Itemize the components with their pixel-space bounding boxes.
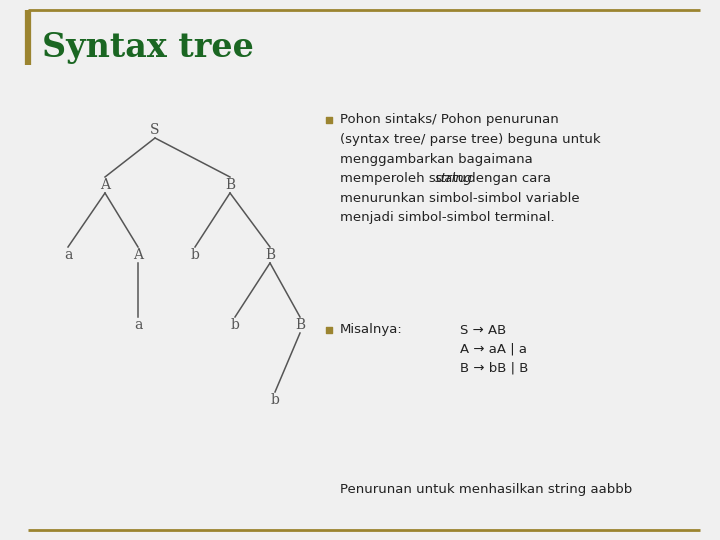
Text: (syntax tree/ parse tree) beguna untuk: (syntax tree/ parse tree) beguna untuk — [340, 133, 600, 146]
Point — [323, 326, 335, 334]
Text: memperoleh suatu: memperoleh suatu — [340, 172, 470, 185]
Text: A → aA | a: A → aA | a — [460, 342, 527, 355]
Text: S: S — [150, 123, 160, 137]
Text: b: b — [271, 393, 279, 407]
Text: menggambarkan bagaimana: menggambarkan bagaimana — [340, 152, 533, 165]
Text: a: a — [64, 248, 72, 262]
Text: dengan cara: dengan cara — [463, 172, 551, 185]
Text: Penurunan untuk menhasilkan string aabbb: Penurunan untuk menhasilkan string aabbb — [340, 483, 632, 496]
Point — [323, 116, 335, 124]
Text: Syntax tree: Syntax tree — [42, 30, 254, 64]
Text: string: string — [434, 172, 472, 185]
Text: B: B — [225, 178, 235, 192]
Text: B → bB | B: B → bB | B — [460, 361, 528, 375]
Text: Pohon sintaks/ Pohon penurunan: Pohon sintaks/ Pohon penurunan — [340, 113, 559, 126]
Text: a: a — [134, 318, 142, 332]
Text: menjadi simbol-simbol terminal.: menjadi simbol-simbol terminal. — [340, 211, 554, 224]
Text: menurunkan simbol-simbol variable: menurunkan simbol-simbol variable — [340, 192, 580, 205]
Text: B: B — [295, 318, 305, 332]
Text: A: A — [133, 248, 143, 262]
Text: b: b — [191, 248, 199, 262]
Text: S → AB: S → AB — [460, 323, 506, 336]
Text: B: B — [265, 248, 275, 262]
Text: Misalnya:: Misalnya: — [340, 323, 402, 336]
Text: b: b — [230, 318, 240, 332]
Text: A: A — [100, 178, 110, 192]
